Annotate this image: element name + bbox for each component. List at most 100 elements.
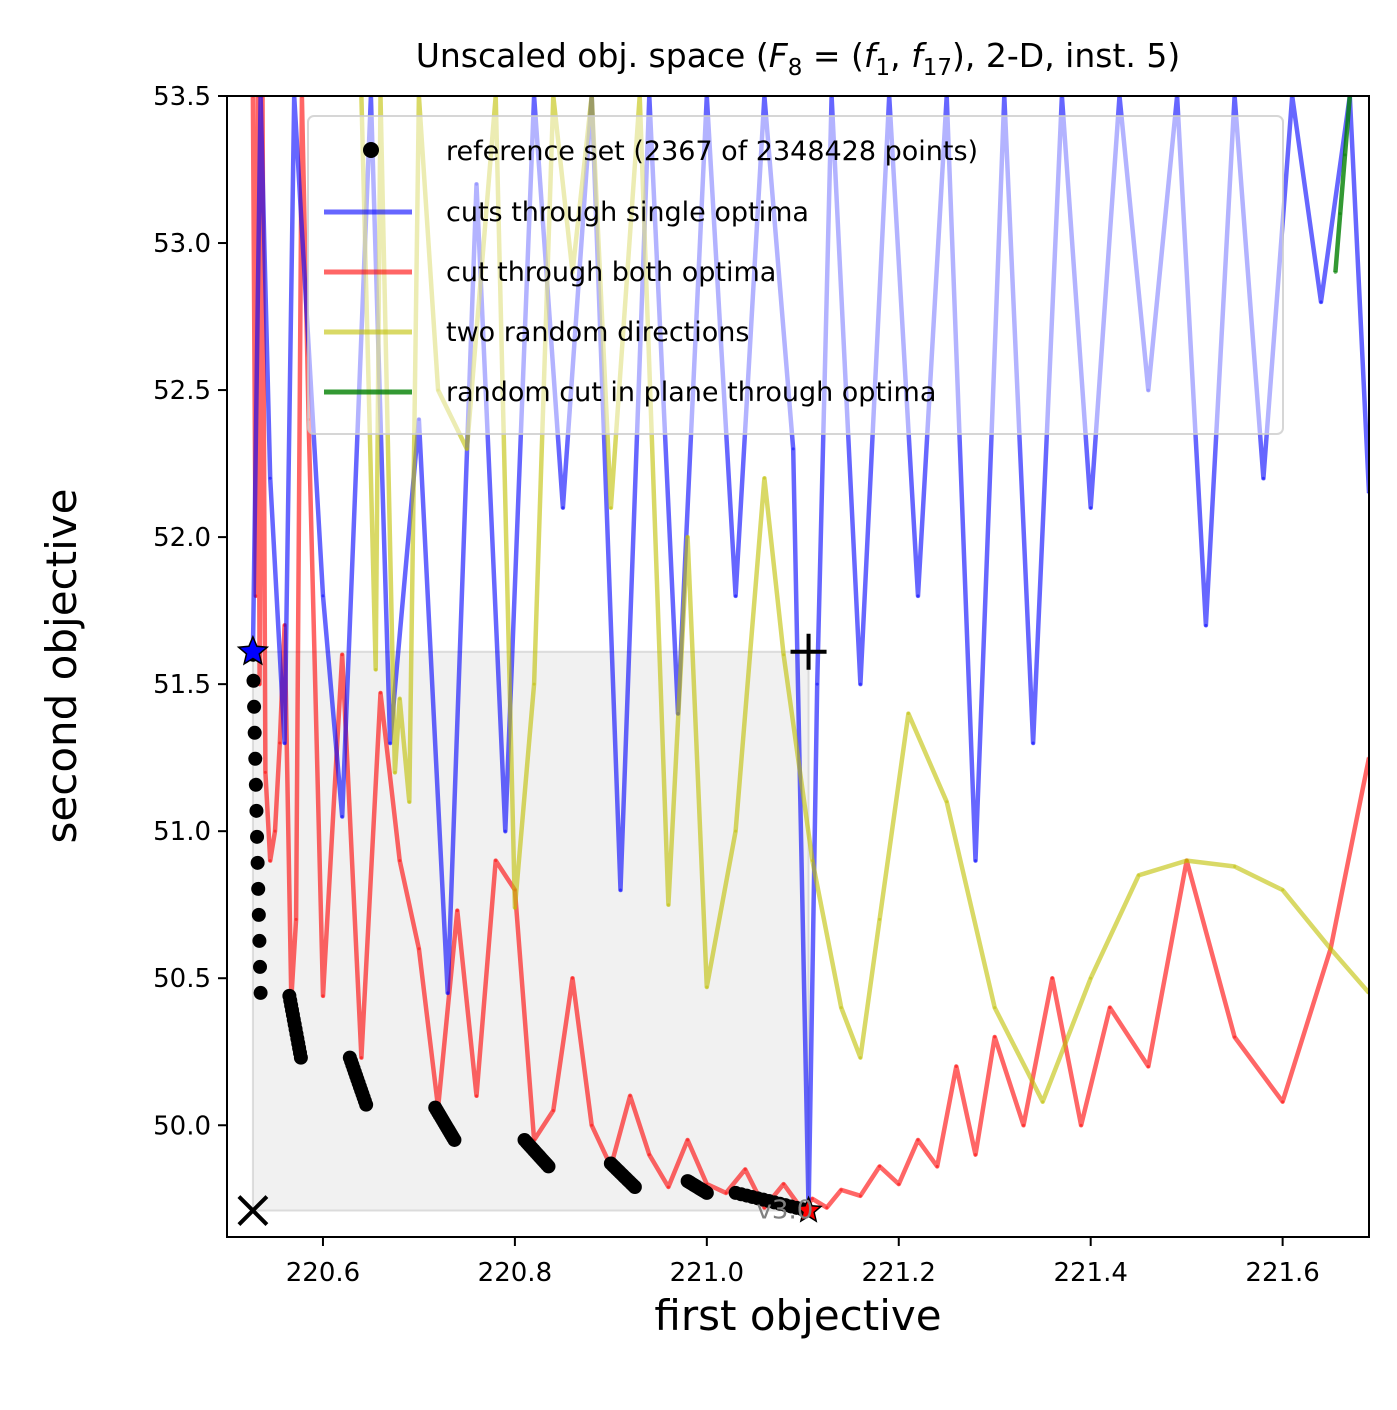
reference-point <box>248 751 263 766</box>
reference-point <box>250 855 265 870</box>
series-point <box>762 476 766 480</box>
extreme-point-f1-star <box>236 634 270 666</box>
series-point <box>618 888 622 892</box>
reference-point <box>251 881 266 896</box>
series-point <box>686 535 690 539</box>
series-point <box>1261 476 1265 480</box>
series-point <box>359 1056 363 1060</box>
series-point <box>1281 888 1285 892</box>
reference-point <box>359 1097 374 1112</box>
series-point <box>278 741 282 745</box>
series-point <box>283 741 287 745</box>
series-point <box>825 1206 829 1210</box>
reference-point <box>699 1185 714 1200</box>
chart-title: Unscaled obj. space (F8 = (f1, f17), 2-D… <box>416 36 1181 81</box>
reference-point <box>252 933 267 948</box>
series-point <box>878 1164 882 1168</box>
series-point <box>839 1006 843 1010</box>
series-point <box>268 476 272 480</box>
x-tick-label: 220.6 <box>286 1258 360 1288</box>
series-point <box>340 653 344 657</box>
series-point <box>268 859 272 863</box>
reference-point <box>249 803 264 818</box>
series-point <box>666 1185 670 1189</box>
series-point <box>954 1064 958 1068</box>
reference-point <box>447 1132 462 1147</box>
legend-label-plane-cut: random cut in plane through optima <box>446 377 936 408</box>
series-point <box>374 667 378 671</box>
series-point <box>494 859 498 863</box>
series-point <box>609 506 613 510</box>
series-point <box>1343 153 1347 157</box>
nadir-point-marker <box>790 633 827 670</box>
y-tick-label: 52.0 <box>153 523 211 553</box>
legend-label-single-optima: cuts through single optima <box>446 197 809 228</box>
x-tick-label: 220.8 <box>478 1258 552 1288</box>
reference-point <box>541 1159 556 1174</box>
series-point <box>398 697 402 701</box>
series-point <box>388 741 392 745</box>
series-point <box>1137 873 1141 877</box>
series-point <box>321 594 325 598</box>
series-point <box>858 1194 862 1198</box>
reference-point <box>247 725 262 740</box>
series-point <box>810 859 814 863</box>
y-tick-label: 51.0 <box>153 817 211 847</box>
series-point <box>1031 741 1035 745</box>
series-point <box>906 712 910 716</box>
series-point <box>628 1094 632 1098</box>
series-point <box>1233 1035 1237 1039</box>
series-line-3 <box>1333 96 1353 273</box>
series-point <box>446 991 450 995</box>
legend-label-reference-set: reference set (2367 of 2348428 points) <box>446 136 978 167</box>
series-point <box>1319 300 1323 304</box>
extreme-point-f2-star <box>794 1195 823 1223</box>
series-point <box>916 1138 920 1142</box>
series-point <box>294 917 298 921</box>
series-point <box>273 829 277 833</box>
series-point <box>878 917 882 921</box>
y-tick-label: 50.5 <box>153 964 211 994</box>
series-point <box>945 800 949 804</box>
x-ticks: 220.6 220.8 221.0 221.2 221.4 221.6 <box>286 1237 1320 1288</box>
series-point <box>743 1167 747 1171</box>
series-point <box>916 594 920 598</box>
series-point <box>379 691 383 695</box>
series-point <box>734 829 738 833</box>
series-point <box>393 770 397 774</box>
series-point <box>705 985 709 989</box>
series-point <box>734 594 738 598</box>
legend-label-both-optima: cut through both optima <box>446 257 776 288</box>
x-axis-label: first objective <box>654 1291 941 1340</box>
series-point <box>858 1056 862 1060</box>
series-point <box>398 859 402 863</box>
series-point <box>532 682 536 686</box>
series-point <box>974 859 978 863</box>
series-point <box>407 800 411 804</box>
series-point <box>1281 1100 1285 1104</box>
series-point <box>1079 1123 1083 1127</box>
legend-marker-reference-set <box>363 142 379 158</box>
x-tick-label: 221.2 <box>862 1258 936 1288</box>
series-point <box>1204 623 1208 627</box>
series-point <box>513 906 517 910</box>
y-ticks: 50.0 50.5 51.0 51.5 52.0 52.5 53.0 53.5 <box>153 82 227 1141</box>
series-point <box>455 909 459 913</box>
series-point <box>686 1138 690 1142</box>
reference-point <box>253 985 268 1000</box>
marker-layer <box>236 633 827 1226</box>
series-point <box>551 1109 555 1113</box>
series-point <box>1329 947 1333 951</box>
reference-point <box>247 699 262 714</box>
ideal-point-marker <box>237 1195 269 1226</box>
series-point <box>782 653 786 657</box>
series-point <box>1333 270 1337 274</box>
reference-point <box>250 829 265 844</box>
reference-point <box>627 1180 642 1195</box>
y-tick-label: 52.5 <box>153 376 211 406</box>
series-point <box>839 1188 843 1192</box>
reference-point <box>252 959 267 974</box>
reference-point <box>246 673 261 688</box>
y-axis-label: second objective <box>37 489 86 844</box>
